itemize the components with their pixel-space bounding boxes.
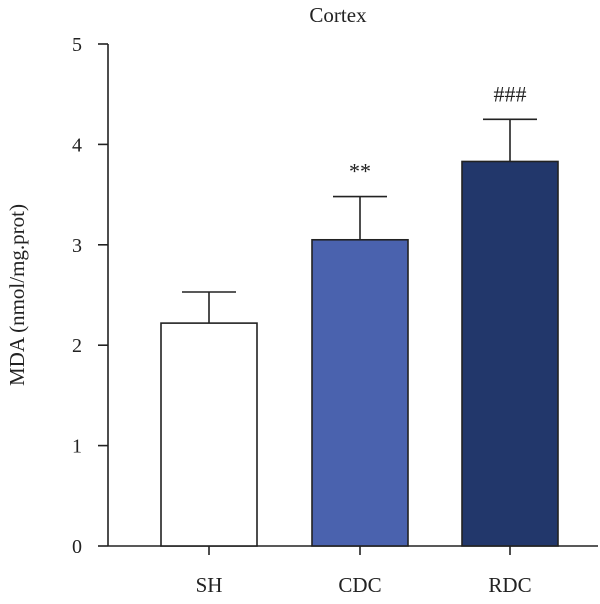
bar-sh [160, 322, 258, 547]
y-tick-label: 2 [72, 335, 82, 357]
x-axis: SH CDC RDC [108, 545, 598, 597]
x-tick-label-cdc: CDC [338, 573, 381, 597]
error-bars [182, 118, 537, 324]
significance-cdc: ** [349, 159, 371, 184]
y-axis-label: MDA (nmol/mg.prot) [5, 204, 29, 386]
chart-title: Cortex [309, 3, 367, 27]
y-axis: 0 1 2 3 4 5 [72, 34, 109, 558]
y-tick-label: 4 [72, 134, 82, 156]
significance-rdc: ### [494, 81, 527, 106]
bars [160, 160, 559, 547]
y-tick-label: 5 [72, 34, 82, 56]
y-tick-label: 1 [72, 436, 82, 458]
y-tick-label: 0 [72, 536, 82, 558]
x-tick-label-rdc: RDC [488, 573, 531, 597]
x-tick-label-sh: SH [196, 573, 223, 597]
y-tick-label: 3 [72, 235, 82, 257]
significance-annotations: ** ### [349, 81, 527, 183]
bar-cdc [311, 238, 409, 547]
bar-rdc [461, 160, 559, 547]
